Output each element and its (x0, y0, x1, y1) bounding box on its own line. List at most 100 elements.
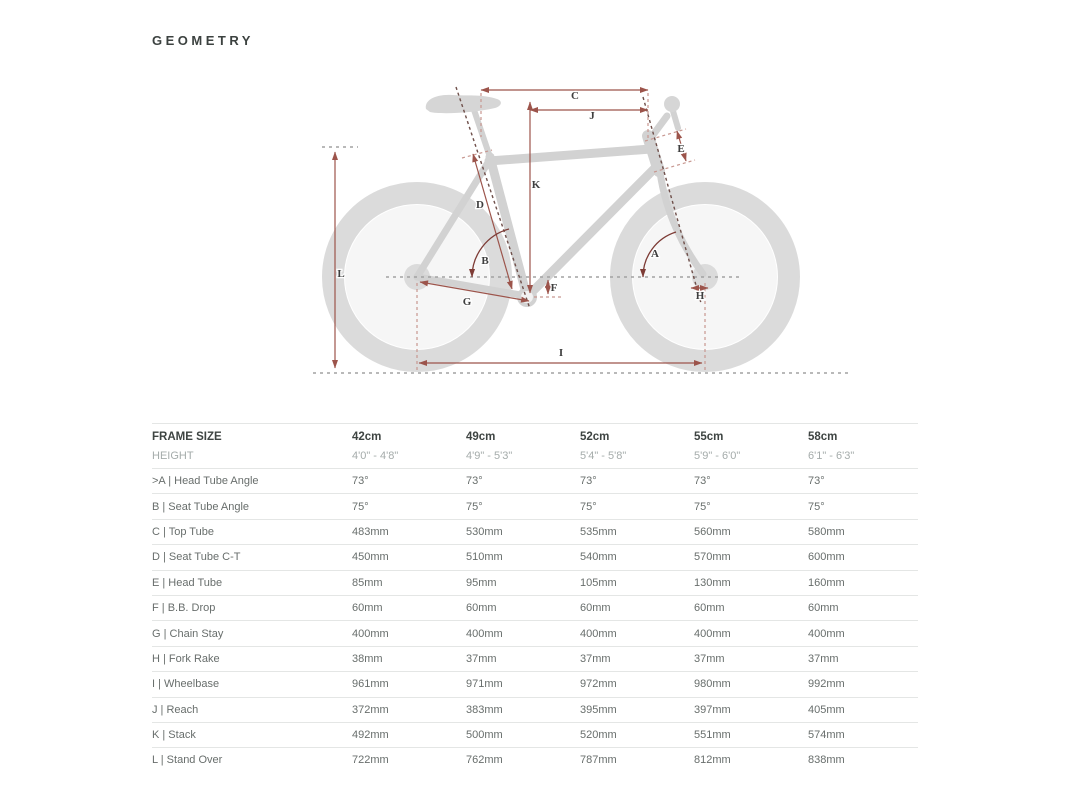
cell-value: 75° (466, 500, 483, 513)
dim-label-c: C (571, 90, 579, 102)
bike-geometry-diagram: C J K D E B A F G H I L (313, 86, 852, 374)
cell-value: 400mm (694, 627, 731, 640)
page-title: GEOMETRY (152, 33, 254, 48)
cell-value: 37mm (580, 652, 611, 665)
cell-value: 60mm (466, 602, 497, 615)
dim-label-k: K (532, 179, 541, 191)
cell-value: 60mm (352, 602, 383, 615)
table-row: E | Head Tube 85mm 95mm 105mm 130mm 160mm (152, 569, 918, 595)
cell-value: 37mm (808, 652, 839, 665)
dim-label-h: H (696, 290, 705, 302)
cell-value: 73° (694, 475, 711, 488)
stem (646, 112, 671, 143)
cell-value: 60mm (808, 602, 839, 615)
cell-value: 492mm (352, 729, 389, 742)
dim-label-i: I (559, 347, 563, 359)
cell-value: 574mm (808, 729, 845, 742)
cell-value: 570mm (694, 551, 731, 564)
cell-value: 762mm (466, 754, 503, 767)
dim-label-b: B (481, 255, 489, 267)
handlebar-knob (664, 96, 680, 112)
cell-value: 73° (580, 475, 597, 488)
cell-value: 812mm (694, 754, 731, 767)
cell-value: 961mm (352, 678, 389, 691)
dim-label-d: D (476, 199, 484, 211)
bike-silhouette (322, 94, 800, 372)
dim-chain-stay-G (419, 280, 530, 303)
cell-value: 37mm (466, 652, 497, 665)
cell-value: 580mm (808, 525, 845, 538)
dim-label-l: L (337, 268, 344, 280)
cell-value: 483mm (352, 525, 389, 538)
dim-label-e: E (677, 143, 684, 155)
arc-head-angle-A (639, 231, 677, 278)
handlebar-drop (670, 108, 681, 131)
angle-arcs (469, 228, 677, 278)
saddle (425, 94, 501, 114)
cell-value: 400mm (808, 627, 845, 640)
geometry-table: FRAME SIZE 42cm 49cm 52cm 55cm 58cm HEIGHT 4'0"… (152, 423, 918, 773)
table-row: G | Chain Stay 400mm 400mm 400mm 400mm 400mm (152, 620, 918, 645)
cell-value: 400mm (466, 627, 503, 640)
cell-value: 397mm (694, 703, 731, 716)
cell-value: 535mm (580, 525, 617, 538)
cell-value: 971mm (466, 678, 503, 691)
cell-value: 55cm (694, 431, 724, 443)
cell-value: 992mm (808, 678, 845, 691)
dim-seat-tube-D (472, 153, 513, 290)
cell-value: 551mm (694, 729, 731, 742)
cell-value: 42cm (352, 431, 382, 443)
row-label: I | Wheelbase (152, 678, 220, 691)
cell-value: 787mm (580, 754, 617, 767)
row-label: B | Seat Tube Angle (152, 500, 250, 513)
row-label: F | B.B. Drop (152, 602, 216, 615)
dim-label-a: A (651, 248, 659, 260)
bottom-bracket (517, 287, 537, 307)
table-row: F | B.B. Drop 60mm 60mm 60mm 60mm 60mm (152, 594, 918, 620)
cell-value: 980mm (694, 678, 731, 691)
cell-value: 838mm (808, 754, 845, 767)
row-label: J | Reach (152, 703, 199, 716)
cell-value: 500mm (466, 729, 503, 742)
dim-label-j: J (589, 110, 595, 122)
cell-value: 400mm (352, 627, 389, 640)
row-label: >A | Head Tube Angle (152, 475, 259, 488)
cell-value: 530mm (466, 525, 503, 538)
cell-value: 5'9" - 6'0" (694, 450, 741, 462)
cell-value: 160mm (808, 576, 845, 589)
cell-value: 372mm (352, 703, 389, 716)
cell-value: 75° (580, 500, 597, 513)
table-row: K | Stack 492mm 500mm 520mm 551mm 574mm (152, 721, 918, 747)
cell-value: 6'1" - 6'3" (808, 450, 855, 462)
row-label: D | Seat Tube C-T (152, 551, 241, 564)
cell-value: 4'9" - 5'3" (466, 450, 513, 462)
row-label: HEIGHT (152, 450, 194, 462)
cell-value: 95mm (466, 576, 497, 589)
cell-value: 49cm (466, 431, 496, 443)
table-row: D | Seat Tube C-T 450mm 510mm 540mm 570mm 600… (152, 544, 918, 569)
cell-value: 520mm (580, 729, 617, 742)
cell-value: 60mm (694, 602, 725, 615)
fork-blade (656, 168, 707, 278)
table-row: C | Top Tube 483mm 530mm 535mm 560mm 580mm (152, 518, 918, 544)
cell-value: 510mm (466, 551, 503, 564)
cell-value: 972mm (580, 678, 617, 691)
cell-value: 58cm (808, 431, 838, 443)
cell-value: 383mm (466, 703, 503, 716)
cell-value: 75° (352, 500, 369, 513)
row-label: L | Stand Over (152, 754, 223, 767)
cell-value: 73° (808, 475, 825, 488)
row-label: FRAME SIZE (152, 431, 222, 443)
row-label: G | Chain Stay (152, 627, 224, 640)
dim-label-g: G (463, 296, 472, 308)
cell-value: 395mm (580, 703, 617, 716)
dim-head-tube-E (676, 130, 687, 162)
row-label: K | Stack (152, 729, 196, 742)
cell-value: 4'0" - 4'8" (352, 450, 399, 462)
cell-value: 450mm (352, 551, 389, 564)
cell-value: 38mm (352, 652, 383, 665)
cell-value: 75° (808, 500, 825, 513)
cell-value: 600mm (808, 551, 845, 564)
table-row: >A | Head Tube Angle 73° 73° 73° 73° 73° (152, 468, 918, 493)
dimension-lines (332, 87, 709, 369)
